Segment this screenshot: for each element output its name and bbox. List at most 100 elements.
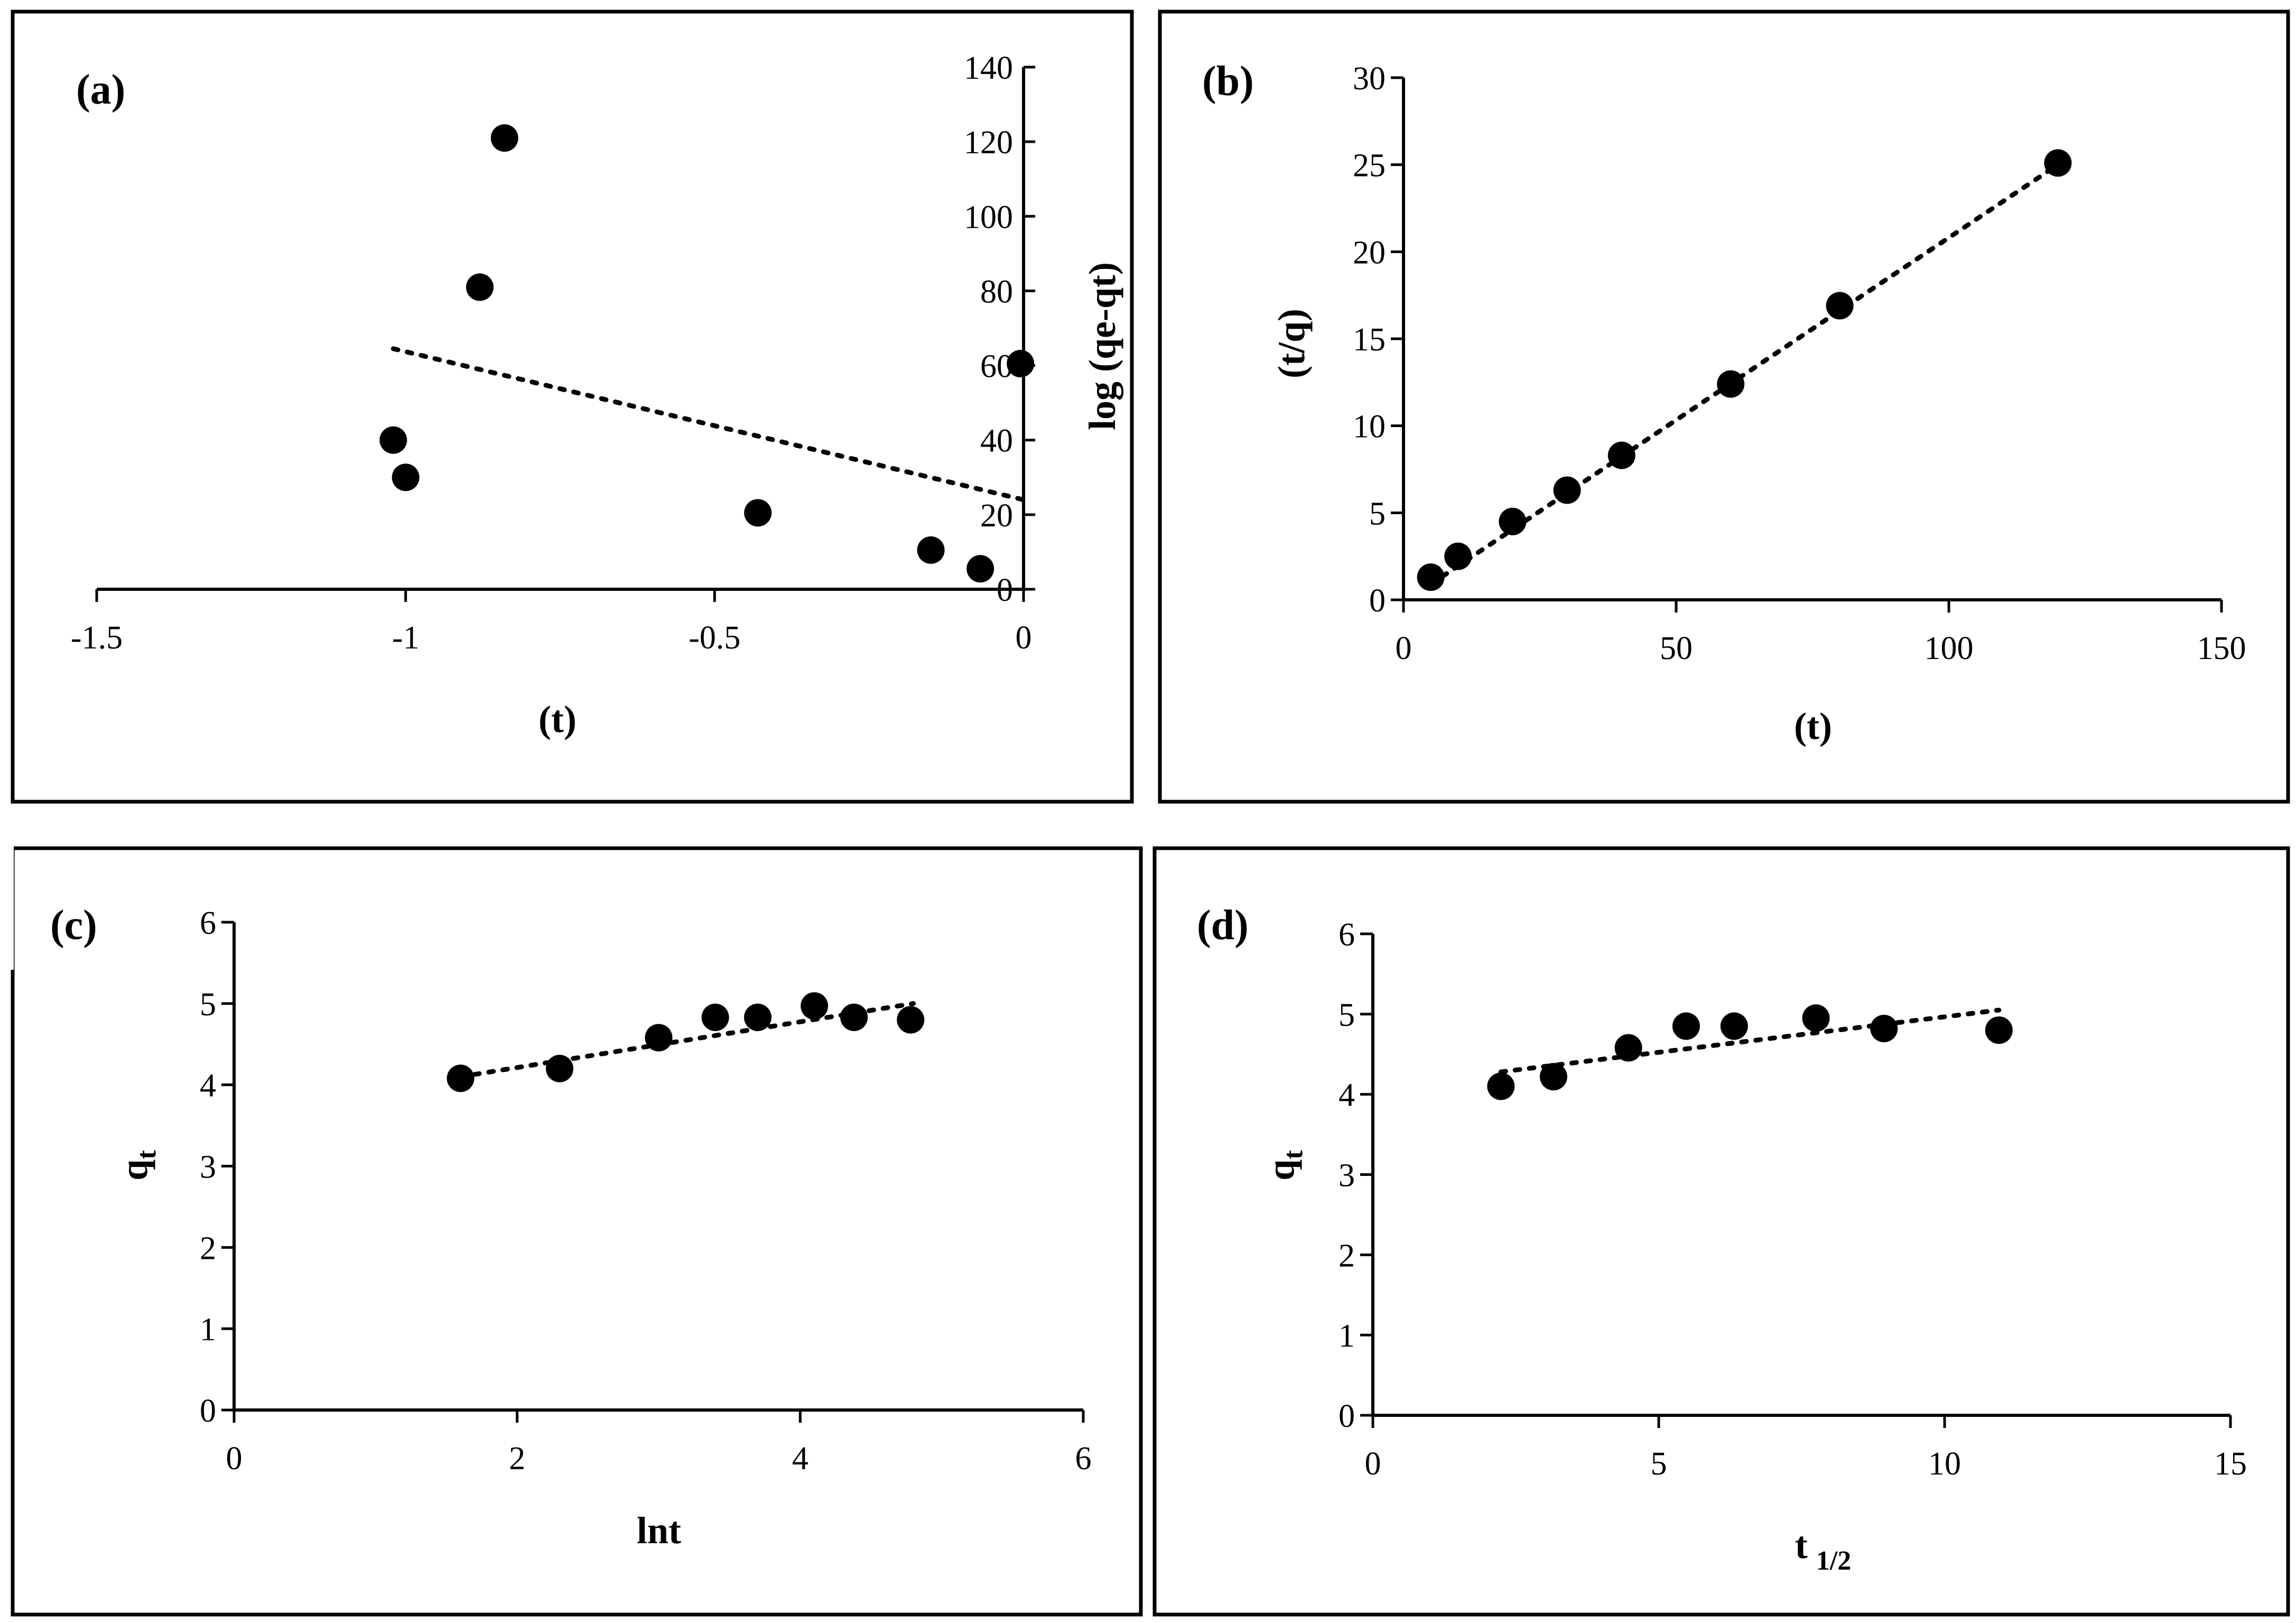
panel-b-y-axis-label: (t/q) — [1270, 309, 1313, 378]
panel-a-x-tick-label: 0 — [1016, 620, 1032, 656]
panel-d-y-tick-label: 5 — [1338, 997, 1355, 1033]
panel-c-trendline — [458, 1001, 916, 1079]
panel-d-x-tick-label: 5 — [1651, 1446, 1667, 1482]
panel-b-y-tick-label: 30 — [1353, 61, 1386, 97]
panel-a-points — [379, 124, 1035, 583]
panel-c-data-point — [897, 1006, 925, 1034]
panel-d-data-point — [1487, 1072, 1515, 1100]
panel-a-y-tick-label: 0 — [997, 572, 1013, 608]
panel-b-y-tick-label: 25 — [1353, 148, 1386, 184]
panel-a-data-point — [966, 555, 994, 583]
panel-a-trendline — [391, 346, 1026, 503]
panel-b-trendline — [1428, 162, 2060, 587]
panel-b-label: (b) — [1202, 58, 1254, 105]
panel-c-x-tick-label: 0 — [226, 1441, 243, 1477]
panel-a-data-point — [744, 499, 772, 527]
panel-d-x-axis-label-sub: 1/2 — [1816, 1546, 1851, 1576]
panel-b-data-point — [1444, 542, 1472, 570]
panel-d-x-axis-label-main: t — [1795, 1524, 1808, 1566]
panel-c-y-tick-label: 1 — [200, 1312, 216, 1348]
panel-c-x-tick-label: 2 — [509, 1441, 525, 1477]
panel-d-y-tick-label: 6 — [1338, 917, 1355, 953]
panel-a-trendline-layer — [391, 346, 1026, 503]
panel-c-y-tick-label: 2 — [200, 1230, 216, 1266]
panel-d-y-tick-label: 0 — [1338, 1398, 1355, 1434]
panel-a-data-point — [490, 124, 518, 152]
panel-b-x-tick-label: 150 — [2197, 630, 2246, 666]
panel-a-frame — [11, 10, 1134, 804]
panel-d-data-point — [1614, 1034, 1642, 1062]
panel-d-label: (d) — [1197, 902, 1249, 949]
panel-d-y-tick-label: 4 — [1338, 1078, 1355, 1114]
panel-a-label: (a) — [76, 67, 125, 113]
panel-b-x-axis-label: (t) — [1794, 705, 1832, 747]
panel-c-trendline-layer — [458, 1001, 916, 1079]
panel-c-x-tick-label: 6 — [1075, 1441, 1092, 1477]
panel-c-data-point — [546, 1054, 574, 1082]
panel-d-x-tick-label: 0 — [1365, 1446, 1381, 1482]
panel-c-points — [447, 992, 925, 1092]
panel-d-points — [1487, 1004, 2013, 1100]
panel-d-x-tick-label: 15 — [2214, 1446, 2247, 1482]
panel-a-data-point — [466, 273, 494, 301]
panel-a-y-tick-label: 20 — [980, 498, 1013, 534]
panel-a-data-point — [392, 463, 420, 491]
panel-d-y-tick-label: 1 — [1338, 1318, 1355, 1354]
panel-c-x-axis-label: lnt — [637, 1509, 681, 1552]
panel-b-data-point — [2044, 149, 2072, 177]
panel-c-data-point — [743, 1003, 771, 1031]
panel-b-y-tick-label: 20 — [1353, 235, 1386, 271]
panel-c-y-axis-label-main: q — [113, 1160, 155, 1181]
panel-b-y-tick-label: 10 — [1353, 409, 1386, 445]
panel-d-data-point — [1539, 1063, 1567, 1091]
panel-d-x-axis-label: t 1/2 — [1795, 1524, 1851, 1576]
panel-d-trendline-layer — [1498, 1007, 2002, 1074]
panel-a-data-point — [917, 536, 945, 564]
panel-c-frame — [11, 846, 1143, 1617]
panel-d-data-point — [1672, 1012, 1700, 1040]
panel-d-data-point — [1985, 1016, 2013, 1044]
panel-d-data-point — [1870, 1015, 1898, 1043]
panel-d-y-axis-label-sub: t — [1278, 1150, 1308, 1160]
panel-b-axes: 0 50 100 150 0 5 10 15 20 25 30 — [1353, 61, 2246, 666]
panel-c-data-point — [801, 992, 829, 1020]
panel-c-data-point — [447, 1064, 475, 1092]
panel-c-y-axis-label: qt — [113, 1150, 162, 1181]
panel-b-data-point — [1607, 441, 1635, 469]
panel-b-x-tick-label: 100 — [1925, 630, 1974, 666]
panel-b-x-tick-label: 50 — [1660, 630, 1693, 666]
panel-b-data-point — [1553, 476, 1581, 504]
panel-a-x-axis-label: (t) — [538, 698, 577, 740]
panel-d-data-point — [1720, 1012, 1748, 1040]
panel-a-y-axis-label: log (qe-qt) — [1081, 262, 1123, 430]
panel-b-x-tick-label: 0 — [1396, 630, 1412, 666]
panel-a-y-tick-label: 120 — [964, 125, 1013, 161]
panel-d-y-tick-label: 2 — [1338, 1238, 1355, 1274]
panel-a-data-point — [379, 426, 407, 454]
panel-d-trendline — [1498, 1007, 2002, 1074]
panel-a-y-tick-label: 40 — [980, 423, 1013, 459]
panel-b-data-point — [1717, 370, 1745, 398]
panel-c-data-point — [701, 1003, 729, 1031]
panel-c-data-point — [840, 1003, 868, 1031]
panel-b: (b) 0 50 100 150 0 5 10 15 20 25 30 (t) (t/q) — [1158, 10, 2290, 804]
panel-a-y-tick-label: 100 — [964, 199, 1013, 235]
panel-a-x-tick-label: -1.5 — [71, 620, 123, 656]
panel-a-data-point — [1007, 350, 1035, 378]
panel-d-x-tick-label: 10 — [1928, 1446, 1961, 1482]
panel-a-x-tick-label: -1 — [392, 620, 420, 656]
panel-d-y-axis-label-main: q — [1260, 1160, 1302, 1181]
panel-c: (c) 0 2 4 6 0 1 2 3 4 5 6 lnt qt — [0, 846, 1143, 1617]
panel-c-data-point — [645, 1024, 673, 1052]
panel-b-data-point — [1826, 292, 1854, 320]
panel-c-y-tick-label: 4 — [200, 1068, 216, 1104]
panel-c-label: (c) — [50, 902, 97, 949]
panel-a-x-tick-label: -0.5 — [689, 620, 740, 656]
panel-c-axes: 0 2 4 6 0 1 2 3 4 5 6 — [200, 905, 1092, 1477]
panel-b-frame — [1158, 10, 2290, 804]
panel-b-y-tick-label: 15 — [1353, 322, 1386, 358]
